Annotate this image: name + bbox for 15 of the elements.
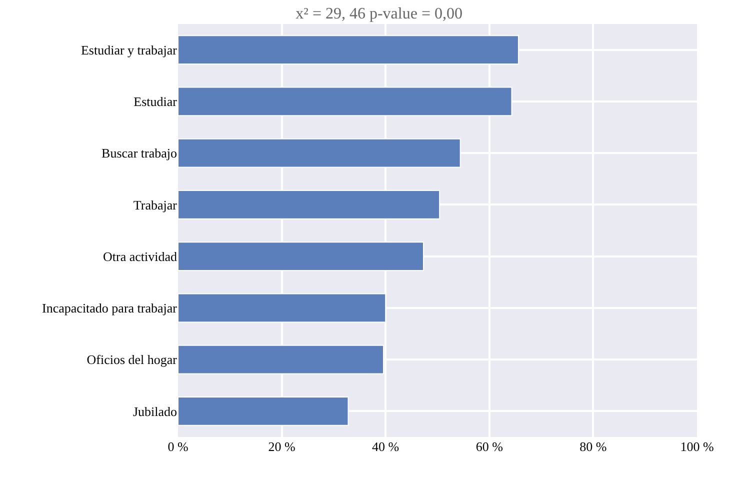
y-tick-label: Buscar trabajo xyxy=(102,146,177,161)
x-tick-label: 20 % xyxy=(268,439,296,454)
x-tick-label: 100 % xyxy=(680,439,714,454)
y-tick-label: Oficios del hogar xyxy=(86,352,178,368)
y-tick-label: Estudiar y trabajar xyxy=(80,42,178,58)
x-tick-label: 40 % xyxy=(372,439,400,454)
x-tick-label: 60 % xyxy=(476,439,504,454)
y-tick-label: Otra actividad xyxy=(103,248,178,264)
y-tick-label: Estudiar xyxy=(134,94,178,109)
y-tick-label: Jubilado xyxy=(132,404,177,419)
x-tick-label: 80 % xyxy=(580,439,607,454)
y-tick-label: Incapacitado para trabajar xyxy=(42,300,178,316)
x-tick-label: 0 % xyxy=(168,439,188,454)
chart-title: x² = 29, 46 p-value = 0,00 xyxy=(296,5,462,22)
y-tick-label: Trabajar xyxy=(133,197,178,212)
